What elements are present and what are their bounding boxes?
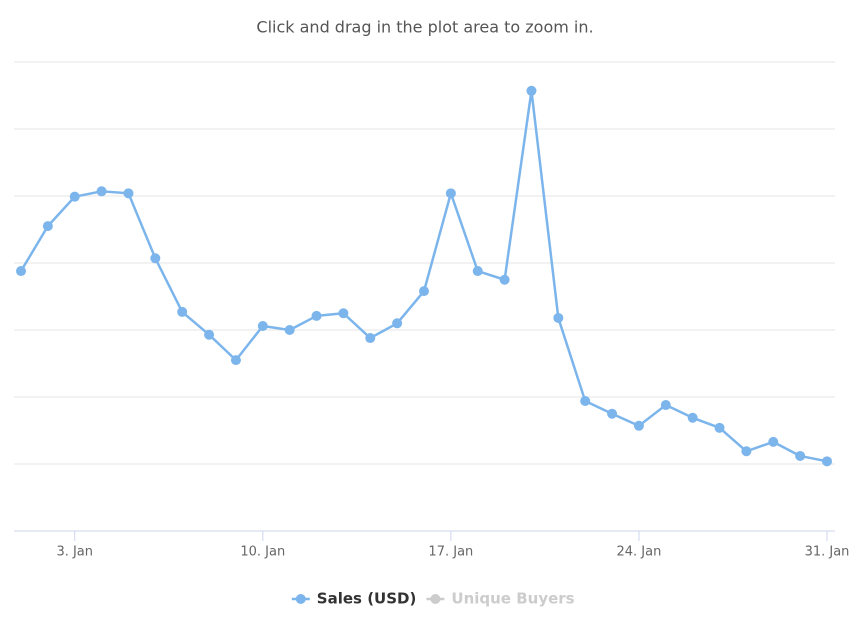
data-point: [311, 310, 322, 321]
data-point: [795, 450, 806, 461]
x-tick-label: 3. Jan: [56, 545, 93, 560]
data-point: [150, 253, 161, 264]
data-point: [69, 191, 80, 202]
data-point: [365, 333, 376, 344]
data-point: [392, 318, 403, 329]
data-point: [472, 266, 483, 277]
legend-symbol: [295, 594, 306, 604]
data-point: [607, 408, 618, 419]
data-point: [660, 400, 671, 411]
data-point: [16, 266, 26, 277]
chart-subtitle: Click and drag in the plot area to zoom …: [256, 18, 593, 37]
data-point: [822, 456, 832, 467]
data-point: [284, 325, 295, 335]
data-point: [204, 329, 215, 340]
legend-label: Unique Buyers: [451, 590, 574, 608]
data-point: [42, 221, 53, 232]
data-point: [177, 306, 188, 317]
data-point: [741, 446, 752, 457]
data-point: [633, 420, 644, 431]
x-tick-label: 17. Jan: [428, 545, 473, 560]
x-tick-label: 31. Jan: [805, 545, 850, 560]
data-point: [687, 412, 698, 423]
data-point: [553, 312, 564, 323]
data-point: [338, 308, 349, 319]
data-point: [768, 436, 779, 447]
data-point: [419, 286, 429, 297]
x-tick-label: 10. Jan: [240, 545, 285, 560]
data-point: [123, 188, 134, 199]
legend-label: Sales (USD): [317, 590, 417, 608]
data-point: [257, 320, 268, 331]
x-tick-label: 24. Jan: [617, 545, 662, 560]
series-line: [19, 89, 828, 463]
data-point: [96, 186, 107, 197]
data-point: [714, 422, 725, 433]
legend-symbol: [430, 594, 441, 604]
data-point: [445, 188, 456, 199]
data-point: [526, 85, 537, 96]
data-point: [499, 274, 510, 285]
data-point: [230, 355, 241, 366]
data-point: [580, 396, 591, 407]
